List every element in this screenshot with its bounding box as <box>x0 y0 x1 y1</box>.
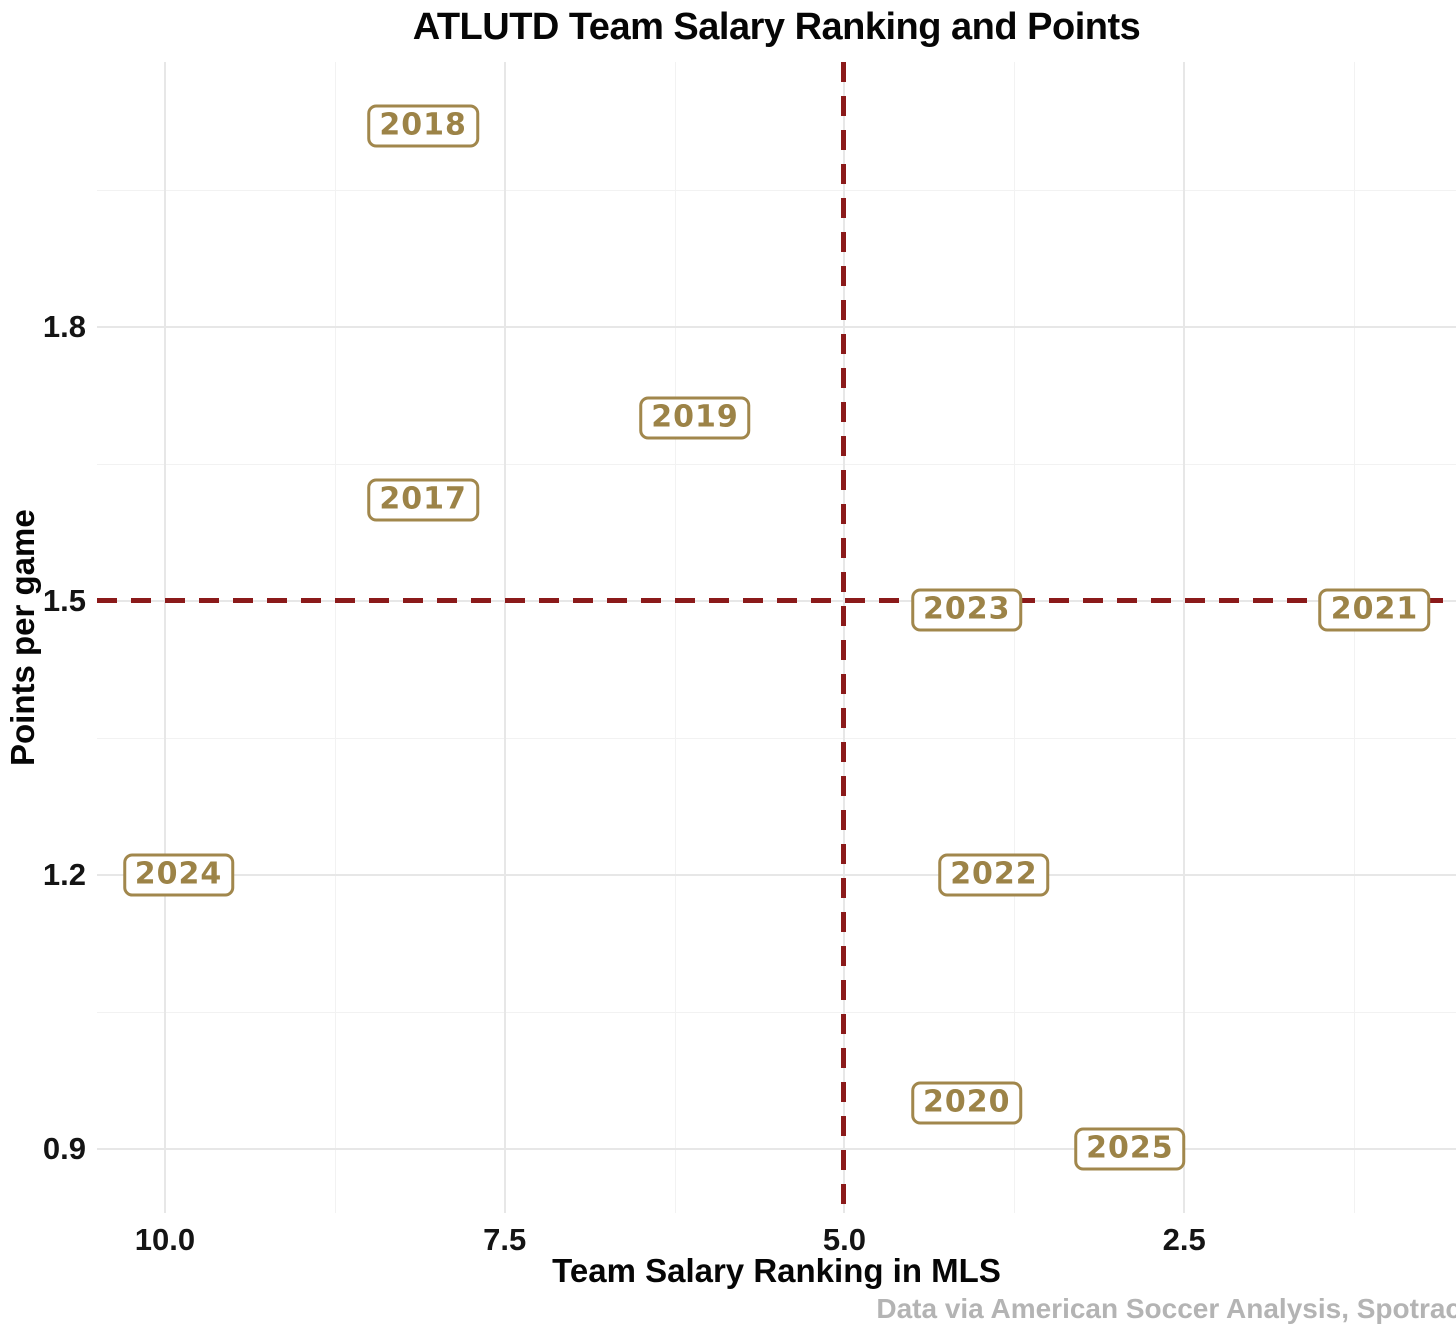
gridline-x-minor <box>1354 62 1356 1213</box>
gridline-y-minor <box>97 463 1456 465</box>
x-tick-label: 7.5 <box>483 1222 527 1257</box>
chart-title: ATLUTD Team Salary Ranking and Points <box>412 6 1141 48</box>
gridline-y-major <box>97 874 1456 876</box>
x-tick-label: 5.0 <box>822 1222 866 1257</box>
year-label-2023: 2023 <box>911 588 1023 632</box>
x-tick-label: 2.5 <box>1162 1222 1206 1257</box>
x-tick-label: 10.0 <box>134 1222 196 1257</box>
gridline-y-major <box>97 325 1456 328</box>
y-axis-title: Points per game <box>4 509 41 766</box>
year-label-2024: 2024 <box>122 853 235 897</box>
gridline-y-minor <box>97 737 1456 739</box>
gridline-x-minor <box>674 62 676 1213</box>
year-label-2022: 2022 <box>938 853 1050 897</box>
y-tick-label: 1.5 <box>42 582 86 618</box>
year-label-2021: 2021 <box>1318 588 1431 632</box>
y-tick-label: 0.9 <box>42 1131 86 1167</box>
plot-panel: 2017 2018 2019 2020 2021 2022 2023 2024 2025 <box>97 62 1456 1213</box>
gridline-x-minor <box>334 62 336 1213</box>
gridline-x-major <box>503 62 506 1213</box>
gridline-y-minor <box>97 1012 1456 1014</box>
reference-line-points <box>97 597 1456 603</box>
gridline-y-major <box>97 1148 1456 1151</box>
gridline-y-minor <box>97 189 1456 191</box>
year-label-2019: 2019 <box>639 396 751 440</box>
y-tick-label: 1.8 <box>42 308 86 344</box>
year-label-2017: 2017 <box>367 478 479 522</box>
year-label-2020: 2020 <box>911 1081 1023 1125</box>
gridline-x-minor <box>1014 62 1016 1213</box>
y-tick-label: 1.2 <box>42 857 86 892</box>
year-label-2025: 2025 <box>1074 1127 1186 1171</box>
gridline-x-major <box>163 62 166 1213</box>
year-label-2018: 2018 <box>367 104 479 148</box>
reference-line-salary <box>841 62 847 1213</box>
x-axis-title: Team Salary Ranking in MLS <box>552 1252 1001 1289</box>
data-source-caption: Data via American Soccer Analysis, Spotr… <box>876 1293 1456 1324</box>
gridline-x-major <box>1183 62 1186 1213</box>
